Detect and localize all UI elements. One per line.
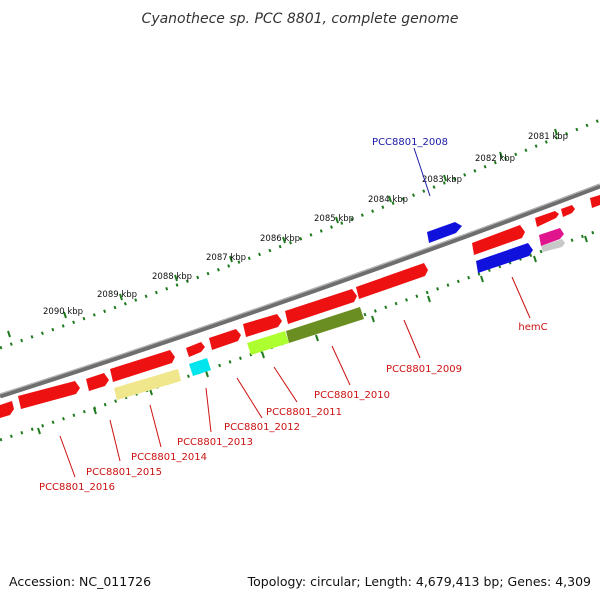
gene-label-pcc8801-2012[interactable]: PCC8801_2012 bbox=[224, 422, 300, 433]
gene-label-pcc8801-2010[interactable]: PCC8801_2010 bbox=[314, 390, 390, 401]
gene-arrow-pcc8801-2016[interactable] bbox=[18, 381, 80, 409]
tick-label: 2085 kbp bbox=[314, 214, 354, 224]
genome-backbone bbox=[0, 183, 600, 399]
gene-arrow-pcc8801-2011[interactable] bbox=[243, 314, 282, 337]
gene-rect-pcc8801-2011[interactable] bbox=[286, 307, 364, 343]
gene-arrow-pcc8801-2010[interactable] bbox=[285, 289, 357, 324]
accession-text: Accession: NC_011726 bbox=[9, 574, 151, 589]
forward-strand-genes bbox=[0, 195, 600, 418]
tick-label: 2087 kbp bbox=[206, 253, 246, 263]
tick-label: 2089 kbp bbox=[97, 290, 137, 300]
gene-rect-pcc8801-2012[interactable] bbox=[247, 331, 289, 355]
gene-label-pcc8801-2011[interactable]: PCC8801_2011 bbox=[266, 407, 342, 418]
gene-arrow[interactable] bbox=[590, 195, 600, 208]
gene-arrow[interactable] bbox=[561, 205, 575, 217]
tick-label: 2081 kbp bbox=[528, 132, 568, 142]
outer-major-ticks bbox=[7, 128, 558, 338]
tick-label: 2090 kbp bbox=[43, 307, 83, 317]
gene-arrow-pcc8801-2015[interactable] bbox=[86, 373, 109, 391]
gene-arrow[interactable] bbox=[541, 239, 565, 252]
reverse-strand-genes bbox=[114, 225, 565, 400]
inner-major-ticks bbox=[37, 235, 588, 435]
gene-label-pcc8801-2008[interactable]: PCC8801_2008 bbox=[372, 137, 448, 148]
gene-label-pcc8801-2009[interactable]: PCC8801_2009 bbox=[386, 364, 462, 375]
tick-label: 2084 kbp bbox=[368, 195, 408, 205]
gene-label-pcc8801-2015[interactable]: PCC8801_2015 bbox=[86, 467, 162, 478]
gene-rect-pcc8801-2013[interactable] bbox=[189, 358, 211, 376]
inner-scale-ring bbox=[0, 228, 600, 442]
map-title: Cyanothece sp. PCC 8801, complete genome bbox=[142, 11, 459, 27]
gene-label-pcc8801-2016[interactable]: PCC8801_2016 bbox=[39, 482, 115, 493]
gene-arrow-pcc8801-2009[interactable] bbox=[356, 263, 428, 299]
gene-label-pcc8801-2014[interactable]: PCC8801_2014 bbox=[131, 452, 207, 463]
tick-label: 2088 kbp bbox=[152, 272, 192, 282]
gene-arrow[interactable] bbox=[472, 225, 525, 255]
gene-arrow[interactable] bbox=[535, 211, 559, 227]
tick-label: 2082 kbp bbox=[475, 154, 515, 164]
gene-arrow-pcc8801-2008[interactable] bbox=[427, 222, 462, 243]
gene-callout-lines bbox=[59, 147, 531, 478]
tick-label: 2083 kbp bbox=[422, 175, 462, 185]
gene-arrow-hemc[interactable] bbox=[476, 243, 533, 273]
gene-arrow[interactable] bbox=[539, 228, 564, 246]
tick-label: 2086 kbp bbox=[260, 234, 300, 244]
genome-backbone-highlight bbox=[0, 183, 600, 395]
gene-arrow-pcc8801-2012[interactable] bbox=[209, 329, 241, 350]
scale-tick-labels: 2081 kbp 2082 kbp 2083 kbp 2084 kbp 2085… bbox=[43, 132, 568, 317]
topology-summary-text: Topology: circular; Length: 4,679,413 bp… bbox=[247, 574, 591, 589]
gene-arrow-pcc8801-2013[interactable] bbox=[186, 342, 205, 357]
gene-label-pcc8801-2013[interactable]: PCC8801_2013 bbox=[177, 437, 253, 448]
gene-label-hemc[interactable]: hemC bbox=[518, 322, 547, 333]
gene-rect-pcc8801-2014[interactable] bbox=[114, 369, 181, 400]
gene-arrow-pcc8801-2014[interactable] bbox=[110, 350, 175, 382]
gene-labels: PCC8801_2008 hemC PCC8801_2009 PCC8801_2… bbox=[39, 137, 548, 493]
gene-arrow[interactable] bbox=[0, 401, 14, 418]
